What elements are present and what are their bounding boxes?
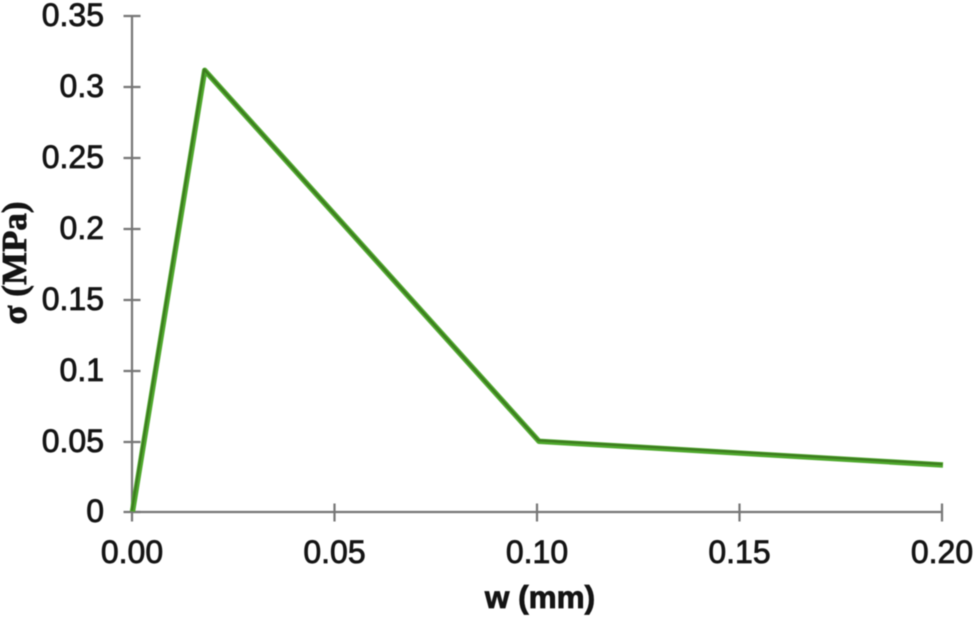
svg-text:σ (MPa): σ (MPa) [0, 201, 34, 324]
svg-text:0.10: 0.10 [506, 534, 568, 570]
svg-text:w (mm): w (mm) [484, 579, 595, 615]
svg-text:0.15: 0.15 [42, 281, 104, 317]
svg-text:0.05: 0.05 [42, 423, 104, 459]
svg-text:0.25: 0.25 [42, 139, 104, 175]
svg-text:0.15: 0.15 [708, 534, 770, 570]
svg-text:0.20: 0.20 [911, 534, 973, 570]
svg-text:0.2: 0.2 [60, 210, 104, 246]
svg-text:0.3: 0.3 [60, 68, 104, 104]
svg-text:0.1: 0.1 [60, 352, 104, 388]
svg-text:0.05: 0.05 [303, 534, 365, 570]
svg-text:0: 0 [86, 493, 104, 529]
svg-text:0.00: 0.00 [101, 534, 163, 570]
svg-text:0.35: 0.35 [42, 0, 104, 33]
